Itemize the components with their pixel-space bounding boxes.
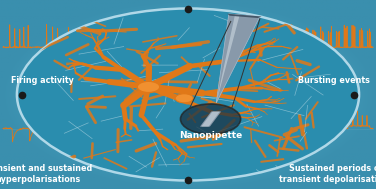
Circle shape (175, 94, 193, 103)
Polygon shape (200, 112, 221, 127)
Text: Bursting events: Bursting events (297, 76, 370, 85)
Text: Nanopipette: Nanopipette (179, 131, 242, 140)
Circle shape (180, 104, 241, 134)
Circle shape (17, 9, 359, 180)
Text: Sustained periods of
transient depolarisations: Sustained periods of transient depolaris… (279, 164, 376, 184)
Polygon shape (216, 14, 240, 103)
Circle shape (137, 81, 160, 93)
Text: Firing activity: Firing activity (11, 76, 74, 85)
Text: Transient and sustained
hyperpolarisations: Transient and sustained hyperpolarisatio… (0, 164, 92, 184)
Polygon shape (201, 112, 220, 127)
Polygon shape (227, 14, 262, 18)
Polygon shape (216, 14, 260, 103)
